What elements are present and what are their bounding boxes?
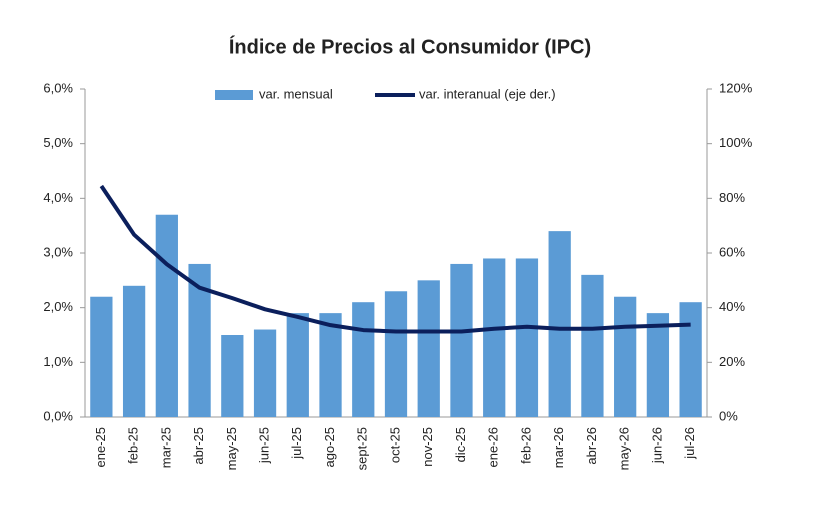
- y-tick-label: 6,0%: [43, 80, 73, 95]
- x-tick-label: jul-26: [682, 427, 697, 460]
- x-tick-label: mar-25: [158, 427, 173, 468]
- bar: [253, 329, 277, 417]
- y2-tick-label: 60%: [719, 244, 745, 259]
- x-tick-label: may-26: [617, 427, 632, 470]
- x-tick-label: mar-26: [551, 427, 566, 468]
- bar: [450, 263, 473, 417]
- x-tick-label: jun-25: [256, 427, 271, 464]
- chart-title: Índice de Precios al Consumidor (IPC): [229, 35, 591, 58]
- legend-label: var. interanual (eje der.): [419, 86, 556, 101]
- legend-label: var. mensual: [259, 86, 333, 101]
- y-tick-label: 2,0%: [43, 299, 73, 314]
- x-tick-label: jul-25: [289, 427, 304, 460]
- x-tick-label: oct-25: [387, 427, 402, 463]
- y2-tick-label: 120%: [719, 80, 753, 95]
- bar: [384, 291, 408, 417]
- y2-tick-label: 100%: [719, 135, 753, 150]
- bar: [581, 274, 604, 417]
- x-tick-label: dic-25: [453, 427, 468, 462]
- bar: [221, 335, 244, 417]
- bar: [155, 214, 178, 417]
- bar: [352, 302, 375, 417]
- x-tick-label: abr-25: [191, 427, 206, 465]
- x-tick-label: abr-26: [584, 427, 599, 465]
- line: [99, 184, 691, 334]
- x-tick-label: jun-26: [649, 427, 664, 464]
- y2-tick-label: 20%: [719, 354, 745, 369]
- x-tick-label: may-25: [224, 427, 239, 470]
- x-tick-label: feb-26: [518, 427, 533, 464]
- bar: [319, 313, 342, 417]
- y2-tick-label: 0%: [719, 408, 738, 423]
- bar: [188, 263, 211, 417]
- bar: [122, 285, 146, 417]
- x-tick-label: ene-26: [486, 427, 501, 467]
- y2-tick-label: 80%: [719, 190, 745, 205]
- legend-swatch: [215, 90, 253, 100]
- bar: [646, 313, 670, 417]
- bar: [417, 280, 440, 417]
- bar: [679, 302, 702, 417]
- y-tick-label: 4,0%: [43, 190, 73, 205]
- bar: [286, 313, 309, 417]
- x-tick-label: sept-25: [355, 427, 370, 470]
- y-tick-label: 5,0%: [43, 135, 73, 150]
- y-tick-label: 0,0%: [43, 408, 73, 423]
- bar: [515, 258, 539, 417]
- bar: [548, 231, 571, 417]
- x-tick-label: feb-25: [126, 427, 141, 464]
- y-tick-label: 3,0%: [43, 244, 73, 259]
- y-tick-label: 1,0%: [43, 354, 73, 369]
- bar: [614, 296, 637, 417]
- x-tick-label: ene-25: [93, 427, 108, 467]
- bar: [90, 296, 113, 417]
- x-tick-label: ago-25: [322, 427, 337, 467]
- bar: [483, 258, 506, 417]
- y2-tick-label: 40%: [719, 299, 745, 314]
- x-tick-label: nov-25: [420, 427, 435, 467]
